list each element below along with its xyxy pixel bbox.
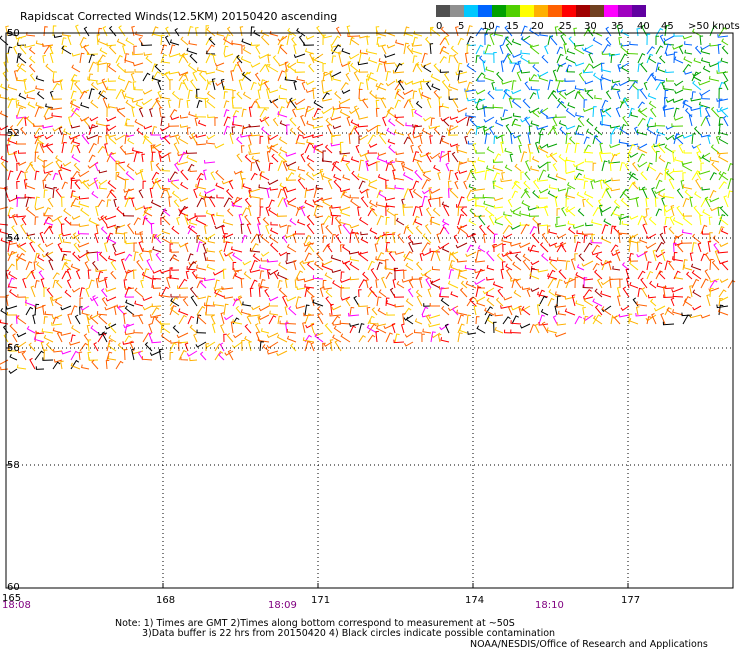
legend-label: >50 knots bbox=[688, 21, 740, 32]
time-label-1810: 18:10 bbox=[535, 600, 564, 611]
legend-swatch bbox=[576, 5, 590, 17]
legend-label: 30 bbox=[584, 21, 597, 32]
legend-swatch bbox=[520, 5, 534, 17]
lat-label-60: 60 bbox=[7, 582, 20, 593]
lon-label-165: 165 bbox=[2, 593, 21, 604]
wind-barbs bbox=[0, 24, 736, 374]
lat-label-56: 56 bbox=[7, 343, 20, 354]
legend-swatch bbox=[590, 5, 604, 17]
map-title: Rapidscat Corrected Winds(12.5KM) 201504… bbox=[20, 10, 337, 23]
note-line-1: Note: 1) Times are GMT 2)Times along bot… bbox=[115, 618, 515, 629]
lat-label-58: 58 bbox=[7, 460, 20, 471]
legend-swatch bbox=[450, 5, 464, 17]
legend-swatch bbox=[506, 5, 520, 17]
lon-label-174: 174 bbox=[465, 595, 484, 606]
legend-swatch bbox=[604, 5, 618, 17]
lon-label-177: 177 bbox=[621, 595, 640, 606]
legend-label: 35 bbox=[611, 21, 624, 32]
legend-swatch bbox=[436, 5, 450, 17]
lat-label-52: 52 bbox=[7, 128, 20, 139]
plot-frame bbox=[5, 32, 734, 589]
legend-swatch bbox=[492, 5, 506, 17]
legend-swatch bbox=[478, 5, 492, 17]
legend-swatch bbox=[632, 5, 646, 17]
legend-swatch bbox=[548, 5, 562, 17]
legend-label: 15 bbox=[506, 21, 519, 32]
lat-label-54: 54 bbox=[7, 233, 20, 244]
legend-swatch bbox=[534, 5, 548, 17]
legend-label: 20 bbox=[531, 21, 544, 32]
lon-label-168: 168 bbox=[156, 595, 175, 606]
legend-label: 40 bbox=[637, 21, 650, 32]
time-label-1809: 18:09 bbox=[268, 600, 297, 611]
legend-label: 0 bbox=[436, 21, 442, 32]
legend-label: 5 bbox=[458, 21, 464, 32]
lon-label-171: 171 bbox=[311, 595, 330, 606]
note-line-3: NOAA/NESDIS/Office of Research and Appli… bbox=[470, 639, 708, 650]
legend-label: 10 bbox=[482, 21, 495, 32]
lat-lon-grid bbox=[5, 32, 733, 589]
legend-swatch bbox=[618, 5, 632, 17]
time-label-1808: 18:08 bbox=[2, 600, 31, 611]
legend-swatch bbox=[562, 5, 576, 17]
legend-label: 25 bbox=[559, 21, 572, 32]
lat-label-50: 50 bbox=[7, 28, 20, 39]
legend-label: 45 bbox=[661, 21, 674, 32]
legend-swatch bbox=[464, 5, 478, 17]
speed-legend: 0 5 10 15 20 25 30 35 40 45 >50 knots bbox=[436, 5, 740, 32]
note-line-2: 3)Data buffer is 22 hrs from 20150420 4)… bbox=[142, 628, 555, 639]
